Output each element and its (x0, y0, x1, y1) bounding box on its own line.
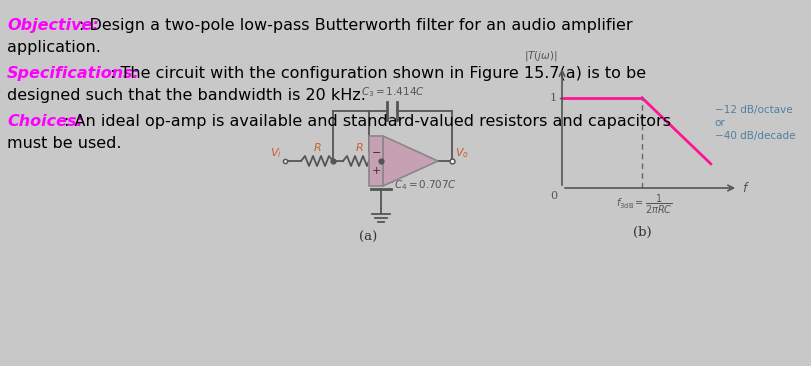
Text: $V_i$: $V_i$ (270, 146, 281, 160)
Text: : Design a two-pole low-pass Butterworth filter for an audio amplifier: : Design a two-pole low-pass Butterworth… (79, 18, 632, 33)
Text: $R$: $R$ (312, 141, 321, 153)
Text: $R$: $R$ (354, 141, 363, 153)
Text: $f$: $f$ (741, 181, 749, 195)
Text: $C_4 = 0.707C$: $C_4 = 0.707C$ (393, 178, 457, 192)
Text: application.: application. (7, 40, 101, 55)
Polygon shape (383, 136, 437, 186)
Text: : An ideal op-amp is available and standard-valued resistors and capacitors: : An ideal op-amp is available and stand… (64, 114, 670, 129)
Text: $-$: $-$ (371, 146, 380, 156)
Text: Choices:: Choices: (7, 114, 83, 129)
Text: (b): (b) (632, 226, 650, 239)
Text: $+$: $+$ (371, 165, 380, 176)
Bar (368, 136, 383, 186)
Text: $C_3 = 1.414C$: $C_3 = 1.414C$ (360, 85, 424, 99)
Text: designed such that the bandwidth is 20 kHz.: designed such that the bandwidth is 20 k… (7, 88, 366, 103)
Text: must be used.: must be used. (7, 136, 122, 151)
Text: −12 dB/octave
or
−40 dB/decade: −12 dB/octave or −40 dB/decade (714, 105, 794, 141)
Text: : The circuit with the configuration shown in Figure 15.7(a) is to be: : The circuit with the configuration sho… (109, 66, 646, 81)
Text: Specifications:: Specifications: (7, 66, 139, 81)
Text: $V_o$: $V_o$ (454, 146, 469, 160)
Text: $f_\mathrm{3dB} = \dfrac{1}{2\pi RC}$: $f_\mathrm{3dB} = \dfrac{1}{2\pi RC}$ (615, 193, 672, 216)
Text: Objective:: Objective: (7, 18, 99, 33)
Text: $|T(j\omega)|$: $|T(j\omega)|$ (524, 49, 557, 63)
Text: 1: 1 (549, 93, 556, 103)
Text: 0: 0 (549, 191, 556, 201)
Text: (a): (a) (359, 231, 377, 244)
